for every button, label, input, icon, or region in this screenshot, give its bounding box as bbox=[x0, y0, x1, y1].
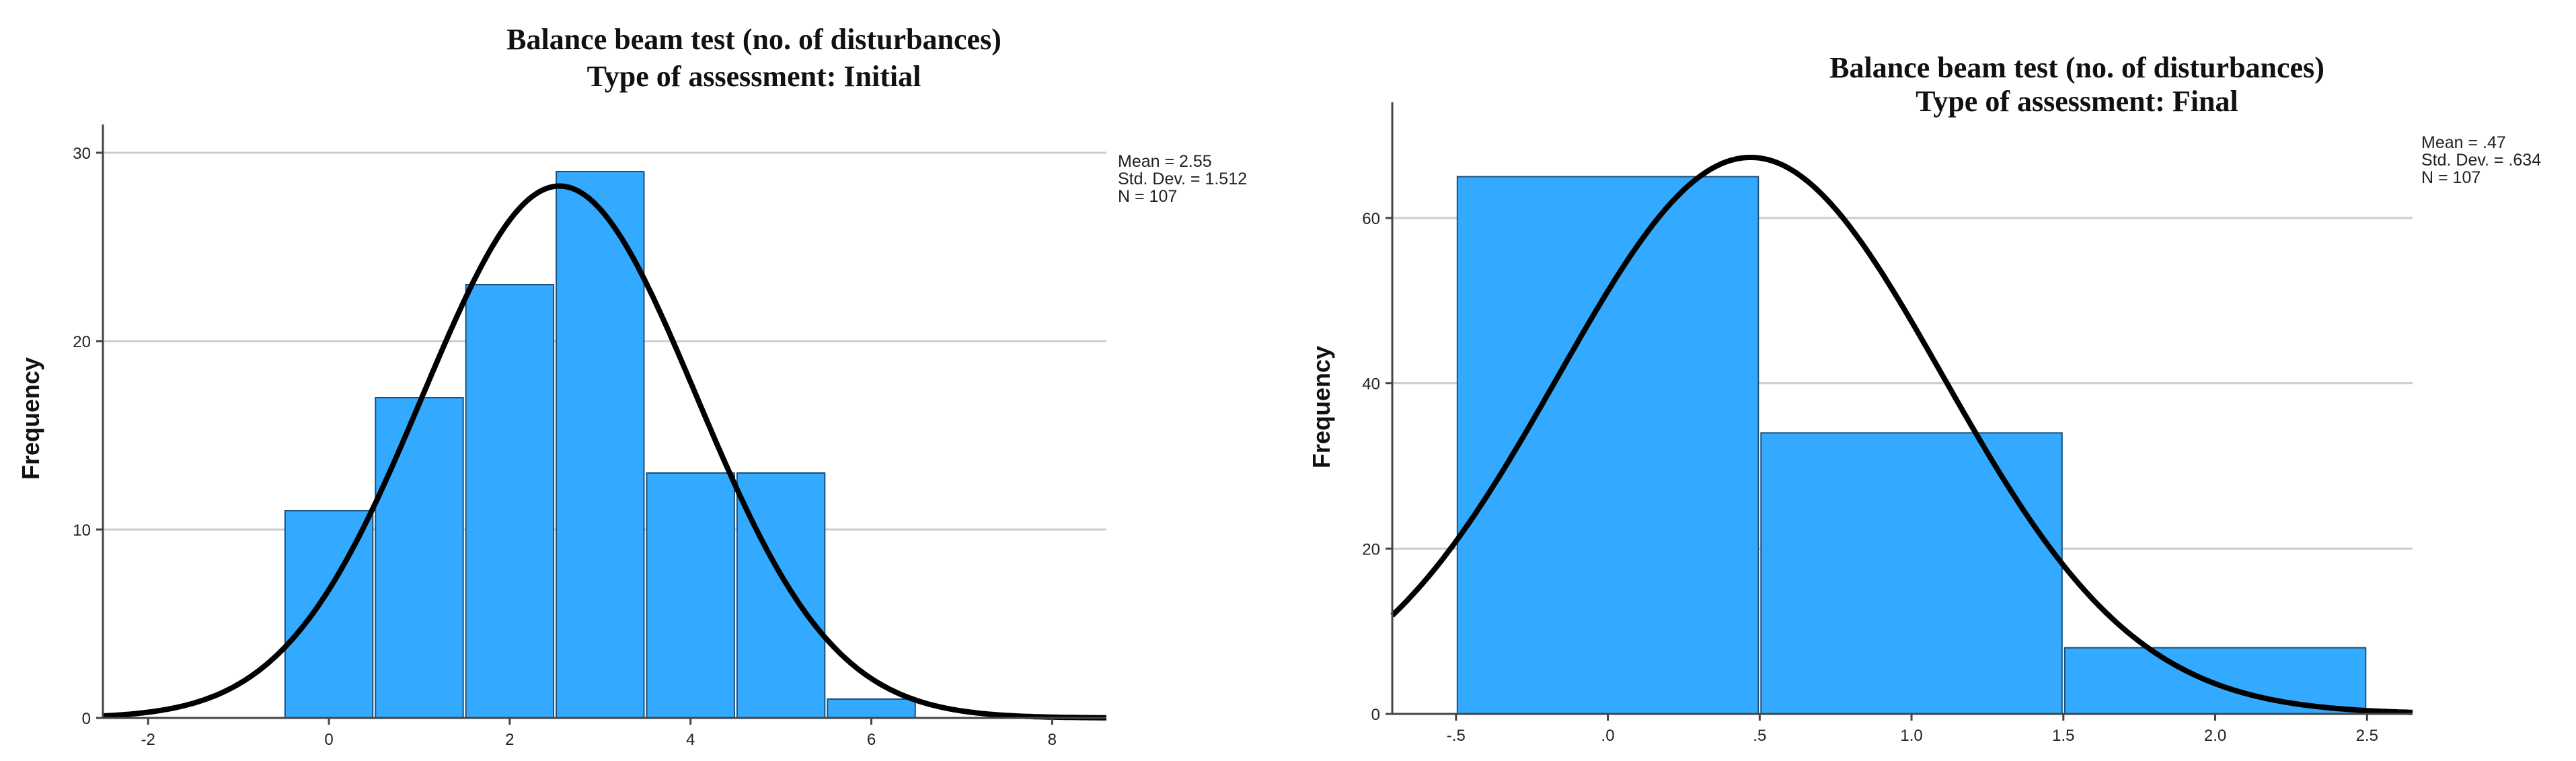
histogram-bar bbox=[1760, 432, 2063, 715]
stats-text: Std. Dev. = 1.512 bbox=[1118, 170, 1247, 188]
y-axis-label: Frequency bbox=[17, 357, 44, 480]
histogram-final-chart: Balance beam test (no. of disturbances) … bbox=[1308, 51, 2541, 745]
histogram-bar bbox=[556, 171, 645, 719]
x-tick-label: .0 bbox=[1601, 727, 1615, 745]
x-tick-label: .5 bbox=[1753, 727, 1766, 745]
histogram-bar bbox=[646, 472, 735, 719]
histogram-bar bbox=[1456, 176, 1759, 715]
x-tick-label: 4 bbox=[686, 731, 695, 749]
histogram-bar bbox=[375, 397, 464, 719]
normal-curve bbox=[102, 183, 1107, 721]
x-tick-label: 2 bbox=[505, 731, 514, 749]
histogram-initial-panel: Balance beam test (no. of disturbances) … bbox=[17, 23, 1247, 749]
x-tick-label: 1.5 bbox=[2052, 727, 2074, 745]
stats-text: Mean = 2.55 bbox=[1118, 152, 1212, 171]
y-tick-label: 0 bbox=[82, 710, 91, 728]
stats-text: N = 107 bbox=[2421, 168, 2480, 187]
histogram-bar bbox=[736, 472, 826, 719]
y-tick-label: 40 bbox=[1362, 375, 1380, 394]
histogram-final-panel: Balance beam test (no. of disturbances) … bbox=[1288, 0, 2576, 761]
stats-text: N = 107 bbox=[1118, 187, 1177, 206]
x-tick-label: 8 bbox=[1048, 731, 1057, 749]
x-tick-label: 2.0 bbox=[2204, 727, 2226, 745]
x-tick-label: 6 bbox=[867, 731, 876, 749]
histogram-bar bbox=[284, 510, 374, 719]
y-tick-label: 30 bbox=[73, 145, 91, 163]
chart-subtitle: Type of assessment: Final bbox=[1916, 85, 2238, 118]
chart-subtitle: Type of assessment: Initial bbox=[587, 60, 921, 93]
x-tick-label: -.5 bbox=[1447, 727, 1466, 745]
y-tick-label: 20 bbox=[1362, 540, 1380, 558]
chart-title: Balance beam test (no. of disturbances) bbox=[506, 23, 1001, 56]
y-tick-label: 0 bbox=[1371, 706, 1380, 724]
y-tick-label: 20 bbox=[73, 333, 91, 351]
x-tick-label: 2.5 bbox=[2356, 727, 2378, 745]
y-axis-label: Frequency bbox=[1308, 346, 1335, 468]
histogram-initial-chart: Balance beam test (no. of disturbances) … bbox=[17, 23, 1247, 749]
y-tick-label: 60 bbox=[1362, 210, 1380, 228]
chart-title: Balance beam test (no. of disturbances) bbox=[1829, 51, 2324, 84]
normal-curve bbox=[1390, 155, 2413, 715]
x-tick-label: -2 bbox=[141, 731, 155, 749]
x-tick-label: 1.0 bbox=[1900, 727, 1922, 745]
stats-text: Std. Dev. = .634 bbox=[2421, 151, 2541, 170]
y-tick-label: 10 bbox=[73, 521, 91, 540]
histogram-bar bbox=[827, 698, 916, 719]
histogram-bar bbox=[465, 284, 555, 719]
stats-text: Mean = .47 bbox=[2421, 133, 2506, 152]
x-tick-label: 0 bbox=[324, 731, 333, 749]
